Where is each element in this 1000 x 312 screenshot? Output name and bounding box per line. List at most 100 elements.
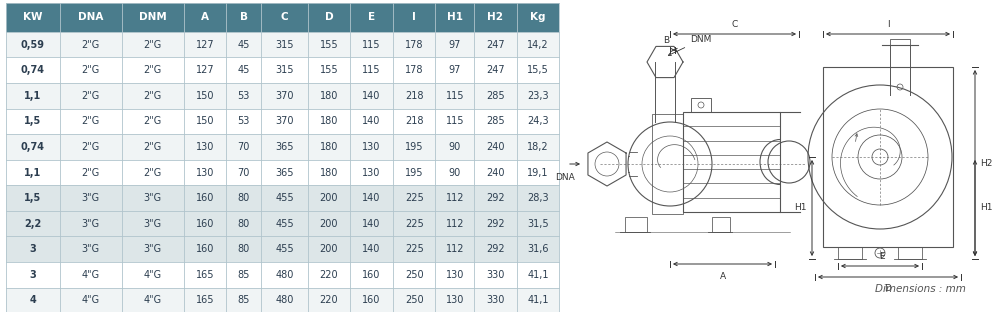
Text: 28,3: 28,3 xyxy=(527,193,549,203)
Text: 130: 130 xyxy=(446,295,464,305)
Text: 2"G: 2"G xyxy=(82,91,100,101)
Bar xyxy=(6,160,559,185)
Bar xyxy=(6,109,559,134)
Text: I: I xyxy=(887,20,889,29)
Text: 200: 200 xyxy=(320,219,338,229)
Text: 127: 127 xyxy=(196,40,214,50)
Text: 80: 80 xyxy=(238,219,250,229)
Text: I: I xyxy=(412,12,416,22)
Text: C: C xyxy=(281,12,288,22)
Text: H1: H1 xyxy=(447,12,463,22)
Text: 165: 165 xyxy=(196,295,214,305)
Text: H1: H1 xyxy=(794,203,807,212)
Text: 455: 455 xyxy=(275,219,294,229)
Text: A: A xyxy=(201,12,209,22)
Text: 70: 70 xyxy=(238,168,250,178)
Text: 455: 455 xyxy=(275,193,294,203)
Text: 155: 155 xyxy=(320,40,338,50)
Text: E: E xyxy=(368,12,375,22)
Text: A: A xyxy=(719,272,726,281)
Bar xyxy=(6,134,559,160)
Text: 24,3: 24,3 xyxy=(527,116,549,126)
Text: 247: 247 xyxy=(486,65,505,75)
Text: 292: 292 xyxy=(486,219,505,229)
Bar xyxy=(6,3,559,32)
Text: 3"G: 3"G xyxy=(82,193,100,203)
Text: 315: 315 xyxy=(275,40,294,50)
Text: DNM: DNM xyxy=(139,12,167,22)
Text: 330: 330 xyxy=(486,295,505,305)
Text: 140: 140 xyxy=(362,91,381,101)
Text: 2"G: 2"G xyxy=(82,168,100,178)
Text: 90: 90 xyxy=(449,168,461,178)
Text: 195: 195 xyxy=(405,168,423,178)
Text: 53: 53 xyxy=(238,116,250,126)
Text: 19,1: 19,1 xyxy=(527,168,549,178)
Text: B: B xyxy=(663,36,669,45)
Text: 4"G: 4"G xyxy=(82,270,100,280)
Text: 218: 218 xyxy=(405,91,423,101)
Bar xyxy=(838,247,862,259)
Text: 130: 130 xyxy=(446,270,464,280)
Bar xyxy=(712,217,730,232)
Text: 85: 85 xyxy=(238,295,250,305)
Text: 1,1: 1,1 xyxy=(24,91,41,101)
Text: KW: KW xyxy=(23,12,43,22)
Text: 180: 180 xyxy=(320,116,338,126)
Text: 18,2: 18,2 xyxy=(527,142,549,152)
Text: 200: 200 xyxy=(320,244,338,254)
Text: 225: 225 xyxy=(405,193,424,203)
Text: 1,5: 1,5 xyxy=(24,116,41,126)
Bar xyxy=(6,211,559,236)
Text: 220: 220 xyxy=(320,295,338,305)
Text: 130: 130 xyxy=(362,142,381,152)
Text: 4: 4 xyxy=(29,295,36,305)
Text: 3: 3 xyxy=(29,244,36,254)
Text: 160: 160 xyxy=(362,295,381,305)
Text: 225: 225 xyxy=(405,244,424,254)
Text: 370: 370 xyxy=(275,116,294,126)
Text: 180: 180 xyxy=(320,91,338,101)
Text: 160: 160 xyxy=(196,193,214,203)
Text: DNA: DNA xyxy=(78,12,104,22)
Text: 240: 240 xyxy=(486,142,505,152)
Text: 285: 285 xyxy=(486,116,505,126)
Text: DNM: DNM xyxy=(668,36,711,56)
Text: 2"G: 2"G xyxy=(82,40,100,50)
Text: 150: 150 xyxy=(196,116,214,126)
Text: 315: 315 xyxy=(275,65,294,75)
Text: 220: 220 xyxy=(320,270,338,280)
Text: 292: 292 xyxy=(486,193,505,203)
Text: 240: 240 xyxy=(486,168,505,178)
Bar xyxy=(652,114,683,214)
Text: 4"G: 4"G xyxy=(82,295,100,305)
Text: 178: 178 xyxy=(405,65,423,75)
Text: 80: 80 xyxy=(238,244,250,254)
Text: 130: 130 xyxy=(362,168,381,178)
Text: 200: 200 xyxy=(320,193,338,203)
Text: 2"G: 2"G xyxy=(144,91,162,101)
Text: H2: H2 xyxy=(487,12,503,22)
Text: 3"G: 3"G xyxy=(144,193,162,203)
Text: 330: 330 xyxy=(486,270,505,280)
Text: 4"G: 4"G xyxy=(144,270,162,280)
Text: 130: 130 xyxy=(196,142,214,152)
Text: Dimensions : mm: Dimensions : mm xyxy=(875,284,965,294)
Text: 218: 218 xyxy=(405,116,423,126)
Text: 0,74: 0,74 xyxy=(21,65,45,75)
Text: 3"G: 3"G xyxy=(82,219,100,229)
Text: 160: 160 xyxy=(362,270,381,280)
Text: 140: 140 xyxy=(362,244,381,254)
Text: 1,5: 1,5 xyxy=(24,193,41,203)
Text: 455: 455 xyxy=(275,244,294,254)
Text: H2: H2 xyxy=(980,158,992,168)
Text: 2"G: 2"G xyxy=(144,116,162,126)
Text: 3: 3 xyxy=(29,270,36,280)
Text: Kg: Kg xyxy=(530,12,546,22)
Text: 14,2: 14,2 xyxy=(527,40,549,50)
Bar xyxy=(6,236,559,262)
Text: 285: 285 xyxy=(486,91,505,101)
Text: 140: 140 xyxy=(362,116,381,126)
Text: 250: 250 xyxy=(405,295,423,305)
Bar xyxy=(890,39,910,45)
